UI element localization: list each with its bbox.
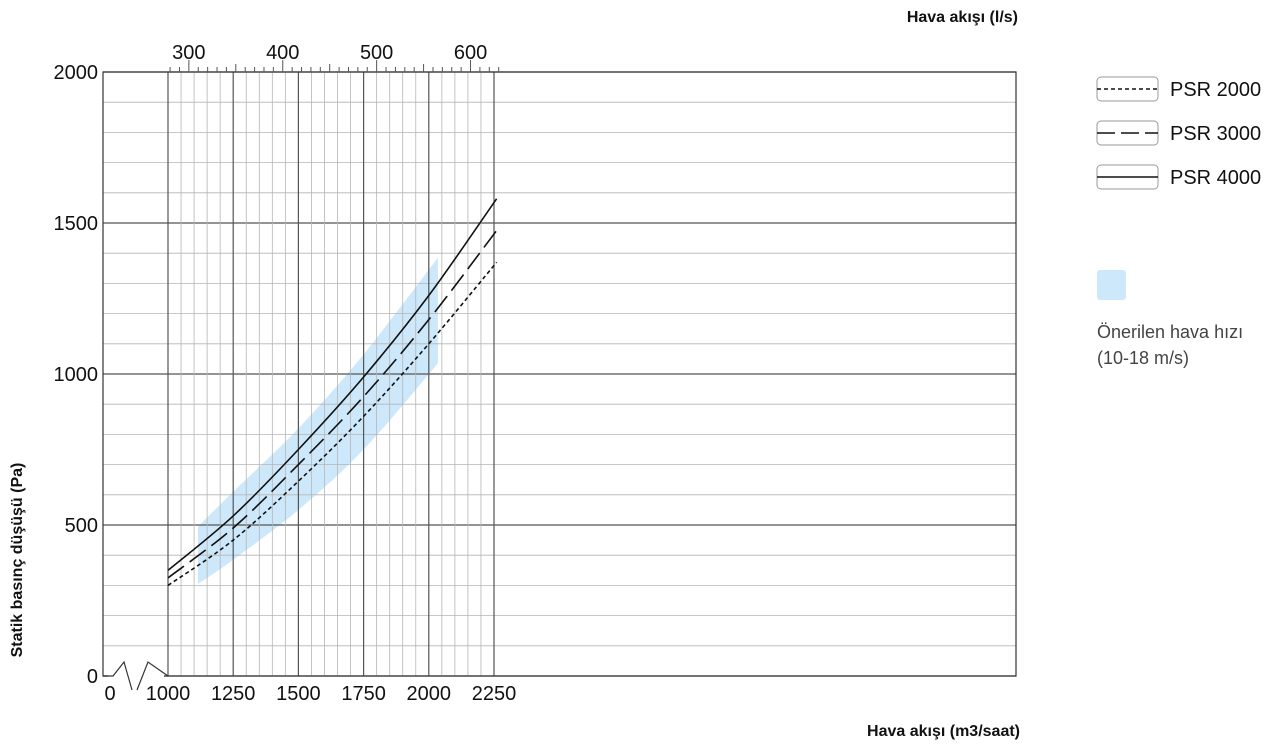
y-tick-label: 500 bbox=[65, 515, 98, 537]
legend-note-recommended-velocity: (10-18 m/s) bbox=[1097, 348, 1189, 368]
chart-series bbox=[167, 198, 498, 587]
x-origin-label: 0 bbox=[104, 683, 115, 705]
x2-tick-label: 500 bbox=[360, 42, 393, 64]
legend-item-psr-3000: PSR 3000 bbox=[1096, 120, 1261, 146]
series-line-psr-2000 bbox=[167, 261, 498, 587]
legend-item-recommended-velocity: Önerilen hava hızı (10-18 m/s) bbox=[1097, 270, 1243, 368]
legend-label-psr-2000: PSR 2000 bbox=[1170, 79, 1261, 101]
plot-frame bbox=[102, 71, 1017, 677]
y-tick-label: 1500 bbox=[54, 213, 99, 235]
x-tick-label: 1250 bbox=[211, 683, 256, 705]
legend-label-recommended-velocity: Önerilen hava hızı bbox=[1097, 322, 1243, 342]
band-area bbox=[198, 257, 438, 584]
y-tick-label: 1000 bbox=[54, 364, 99, 386]
x2-tick-label: 400 bbox=[266, 42, 299, 64]
x-tick-label: 1750 bbox=[341, 683, 386, 705]
x-tick-label: 1000 bbox=[146, 683, 191, 705]
axis-break-mark bbox=[103, 660, 169, 691]
y-tick-label: 2000 bbox=[54, 62, 99, 84]
x-tick-label: 2000 bbox=[407, 683, 452, 705]
x2-tick-label: 300 bbox=[172, 42, 205, 64]
chart-grid bbox=[103, 71, 1016, 677]
chart-axes bbox=[102, 60, 1017, 691]
chart-tick-labels: 0 500 1000 1500 2000 1000 1250 1500 1750 2000 2250… bbox=[54, 42, 517, 705]
x-axis-title: Hava akışı (m3/saat) bbox=[867, 723, 1020, 740]
legend-item-psr-4000: PSR 4000 bbox=[1096, 164, 1261, 190]
x-tick-label: 2250 bbox=[472, 683, 517, 705]
x2-tick-label: 600 bbox=[454, 42, 487, 64]
series-line-psr-4000 bbox=[167, 198, 498, 571]
chart-legend: PSR 2000 PSR 3000 PSR 4000 Önerilen hava… bbox=[1096, 76, 1261, 368]
y-axis-title: Statik basınç düşüşü (Pa) bbox=[9, 463, 26, 658]
x-tick-label: 1500 bbox=[276, 683, 321, 705]
legend-swatch-recommended-velocity bbox=[1097, 270, 1126, 300]
legend-item-psr-2000: PSR 2000 bbox=[1096, 76, 1261, 102]
series-line-psr-3000 bbox=[167, 230, 498, 579]
legend-label-psr-4000: PSR 4000 bbox=[1170, 167, 1261, 189]
legend-label-psr-3000: PSR 3000 bbox=[1170, 123, 1261, 145]
y-tick-label: 0 bbox=[87, 666, 98, 688]
recommended-velocity-band bbox=[198, 257, 438, 584]
x2-axis-title: Hava akışı (l/s) bbox=[907, 9, 1018, 26]
